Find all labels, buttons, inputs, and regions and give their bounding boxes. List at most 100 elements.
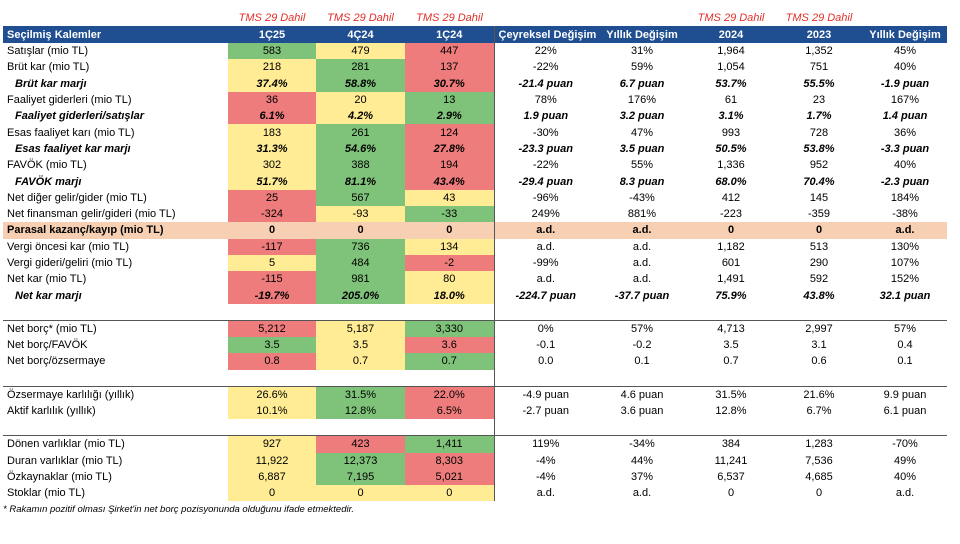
table-cell: 952 [809, 159, 829, 172]
table-row: Faaliyet giderleri/satışlar 6.1% 4.2% 2.9% 1… [3, 108, 947, 125]
table-cell: 10.1% [228, 402, 316, 420]
table-cell: 30.7% [405, 75, 494, 92]
table-cell: 184% [890, 191, 920, 204]
table-cell: 4.6 puan [597, 385, 687, 403]
spacer-cell [493, 303, 597, 321]
table-cell: -0.2 [632, 339, 652, 352]
table-row: Vergi gideri/geliri (mio TL) 5 484 -2 -99% a.… [3, 254, 947, 272]
table-cell: 37.4% [228, 75, 316, 92]
table-cell: 57% [863, 319, 947, 338]
table-cell: 5,021 [405, 468, 494, 486]
tms-label-2023: TMS 29 Dahil [785, 12, 853, 24]
table-cell: -22% [493, 59, 597, 76]
row-label: Esas faaliyet karı (mio TL) [7, 126, 135, 139]
row-label: Parasal kazanç/kayıp (mio TL) [3, 222, 228, 239]
table-cell: 0 [405, 485, 494, 502]
table-row: Esas faaliyet kar marjı 31.3% 54.6% 27.8% -2… [3, 140, 947, 158]
table-cell: -2.3 puan [880, 175, 930, 188]
table-cell: -2.7 puan [493, 402, 597, 420]
spacer-cell [228, 370, 316, 387]
table-cell: 167% [890, 94, 920, 107]
table-cell: -70% [863, 435, 947, 453]
spacer-cell [775, 304, 863, 321]
table-cell: a.d. [493, 485, 597, 502]
table-cell: 6,537 [717, 470, 745, 483]
table-cell: -2 [405, 254, 494, 272]
table-cell: a.d. [632, 273, 652, 286]
table-cell: 55.5% [803, 77, 835, 90]
row-label: FAVÖK (mio TL) [7, 159, 87, 172]
table-cell: 194 [405, 157, 494, 174]
table-cell: 0 [228, 222, 316, 239]
table-cell: a.d. [597, 222, 687, 239]
table-cell: 0.0 [493, 353, 597, 370]
table-cell: 205.0% [316, 287, 405, 304]
spacer-cell [493, 369, 597, 387]
table-cell: -324 [228, 205, 316, 223]
table-cell: -96% [493, 189, 597, 206]
table-cell: 412 [721, 191, 741, 204]
table-cell: 1.9 puan [493, 108, 597, 125]
tms-label-row: TMS 29 Dahil TMS 29 Dahil TMS 29 Dahil T… [3, 10, 953, 26]
spacer-cell [863, 370, 947, 387]
spacer-cell [687, 370, 775, 387]
spacer-cell [316, 304, 405, 321]
table-cell: 59% [630, 61, 654, 74]
spacer-row [3, 303, 947, 321]
spacer-cell [316, 370, 405, 387]
table-cell: 0 [727, 487, 735, 500]
table-cell: 12.8% [715, 405, 747, 418]
table-cell: 751 [809, 61, 829, 74]
table-cell: 36% [893, 126, 917, 139]
table-cell: 0 [687, 222, 775, 239]
table-cell: 0 [775, 222, 863, 239]
table-cell: 21.6% [775, 385, 863, 403]
table-cell: 0 [316, 485, 405, 502]
table-cell: 13 [405, 91, 494, 109]
table-cell: 183 [228, 124, 316, 141]
spacer-cell [316, 419, 405, 436]
table-cell: -37.7 puan [614, 289, 670, 302]
table-cell: 58.8% [316, 75, 405, 92]
table-cell: 3.5 puan [619, 142, 665, 155]
table-cell: 0 [316, 222, 405, 239]
table-cell: 0 [405, 222, 494, 239]
table-header-row: Seçilmiş Kalemler 1Ç25 4Ç24 1Ç24 Çeyreksel D… [3, 26, 947, 43]
spacer-cell [687, 304, 775, 321]
table-cell: 1.7% [806, 110, 832, 123]
financial-summary-table: Seçilmiş Kalemler 1Ç25 4Ç24 1Ç24 Çeyreksel D… [3, 26, 947, 502]
table-row: Net finansman gelir/gideri (mio TL) -324 -… [3, 205, 947, 223]
table-cell: a.d. [632, 487, 652, 500]
table-cell: 53.7% [715, 77, 747, 90]
table-cell: 51.7% [228, 173, 316, 190]
table-cell: 6.7% [806, 405, 832, 418]
table-row: Parasal kazanç/kayıp (mio TL) 0 0 0 a.d. a.d.… [3, 222, 947, 239]
table-cell: 12.8% [316, 402, 405, 420]
table-cell: 3.5 [723, 339, 739, 352]
table-cell: 5,212 [228, 319, 316, 338]
table-cell: -4% [493, 468, 597, 486]
table-cell: 3.2 puan [619, 110, 665, 123]
table-cell: -359 [807, 208, 831, 221]
table-row: Esas faaliyet karı (mio TL) 183 261 124 -30%… [3, 124, 947, 141]
table-row: Brüt kar marjı 37.4% 58.8% 30.7% -21.4 puan 6… [3, 75, 947, 92]
table-cell: -30% [493, 124, 597, 141]
table-cell: 8.3 puan [619, 175, 665, 188]
table-cell: -115 [228, 271, 316, 288]
row-label: Net finansman gelir/gideri (mio TL) [7, 208, 176, 221]
table-cell: 43.4% [405, 173, 494, 190]
table-cell: 57% [597, 319, 687, 338]
table-cell: 75.9% [715, 289, 747, 302]
table-cell: 22.0% [405, 385, 494, 403]
table-cell: 3.6 puan [620, 405, 664, 418]
header-cell: 1Ç24 [405, 26, 494, 43]
table-cell: 61 [724, 94, 738, 107]
row-label: Net borç* (mio TL) [3, 319, 228, 338]
table-cell: 1,054 [717, 61, 745, 74]
table-cell: 40% [893, 159, 917, 172]
table-cell: a.d. [493, 238, 597, 255]
table-row: Net kar (mio TL) -115 981 80 a.d. a.d. 1,491 59… [3, 271, 947, 288]
table-cell: 2.9% [405, 108, 494, 125]
spacer-cell [405, 304, 494, 321]
spacer-cell [775, 370, 863, 387]
